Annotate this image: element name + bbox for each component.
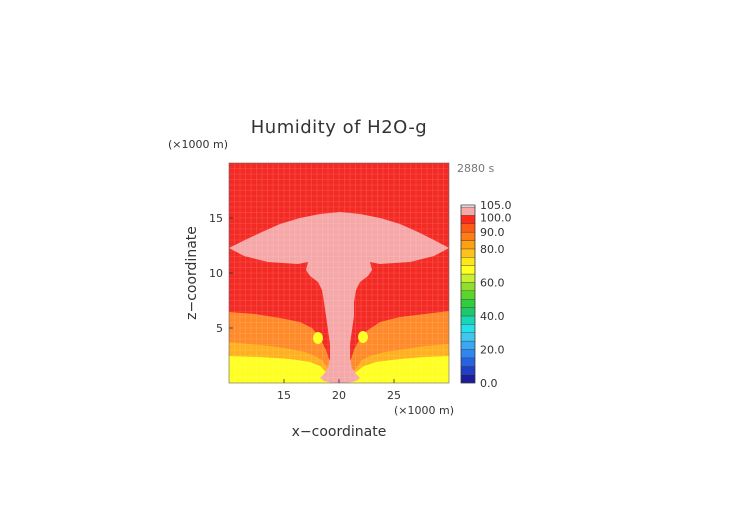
chart-title: Humidity of H2O-g (251, 117, 428, 138)
field-boundary-layer (229, 356, 449, 383)
colorbar-swatch (460, 357, 476, 367)
colorbar-swatch (460, 257, 476, 266)
colorbar-swatch (460, 265, 476, 275)
colorbar-swatch (460, 315, 476, 325)
colorbar-swatch (460, 374, 476, 384)
colorbar-swatch (460, 298, 476, 308)
colorbar (460, 204, 476, 384)
z-unit-label: (×1000 m) (168, 138, 228, 151)
colorbar-swatch (460, 223, 476, 233)
grid-lines (229, 163, 449, 383)
colorbar-swatch (460, 349, 476, 359)
x-unit-label: (×1000 m) (394, 404, 454, 417)
colorbar-frame (460, 204, 476, 384)
colorbar-label: 0.0 (480, 377, 498, 390)
colorbar-swatch (460, 332, 476, 342)
z-tick-label: 15 (209, 212, 223, 225)
colorbar-swatch (460, 231, 476, 241)
z-tick-label: 10 (209, 267, 223, 280)
colorbar-label: 60.0 (480, 276, 505, 289)
field-plume-base (320, 378, 360, 383)
colorbar-label: 20.0 (480, 343, 505, 356)
colorbar-label: 80.0 (480, 243, 505, 256)
colorbar-swatch (460, 206, 476, 216)
colorbar-swatch (460, 307, 476, 317)
x-axis-label: x−coordinate (292, 424, 387, 440)
plot-area (229, 163, 449, 383)
z-axis-ticks: 5 10 15 (209, 212, 233, 335)
colorbar-swatch (460, 366, 476, 375)
colorbar-swatch (460, 215, 476, 224)
colorbar-label: 40.0 (480, 310, 505, 323)
field-cloud-plume (229, 212, 449, 378)
x-tick-label: 15 (277, 389, 291, 402)
colorbar-label: 90.0 (480, 226, 505, 239)
x-tick-label: 20 (332, 389, 346, 402)
colorbar-label: 105.0 (480, 199, 512, 212)
colorbar-swatch (460, 273, 476, 283)
x-axis-ticks: 15 20 25 (277, 379, 401, 402)
z-tick-label: 5 (216, 322, 223, 335)
colorbar-label: 100.0 (480, 211, 512, 224)
y-axis-label: z−coordinate (184, 226, 200, 320)
x-tick-label: 25 (387, 389, 401, 402)
time-label: 2880 s (457, 162, 494, 175)
colorbar-swatch (460, 240, 476, 250)
field-spot-right (358, 331, 368, 343)
colorbar-swatch (460, 324, 476, 333)
field-spot-left (313, 332, 323, 344)
colorbar-swatch (460, 248, 476, 258)
colorbar-swatch (460, 282, 476, 292)
colorbar-swatch (460, 340, 476, 350)
colorbar-swatch (460, 290, 476, 300)
